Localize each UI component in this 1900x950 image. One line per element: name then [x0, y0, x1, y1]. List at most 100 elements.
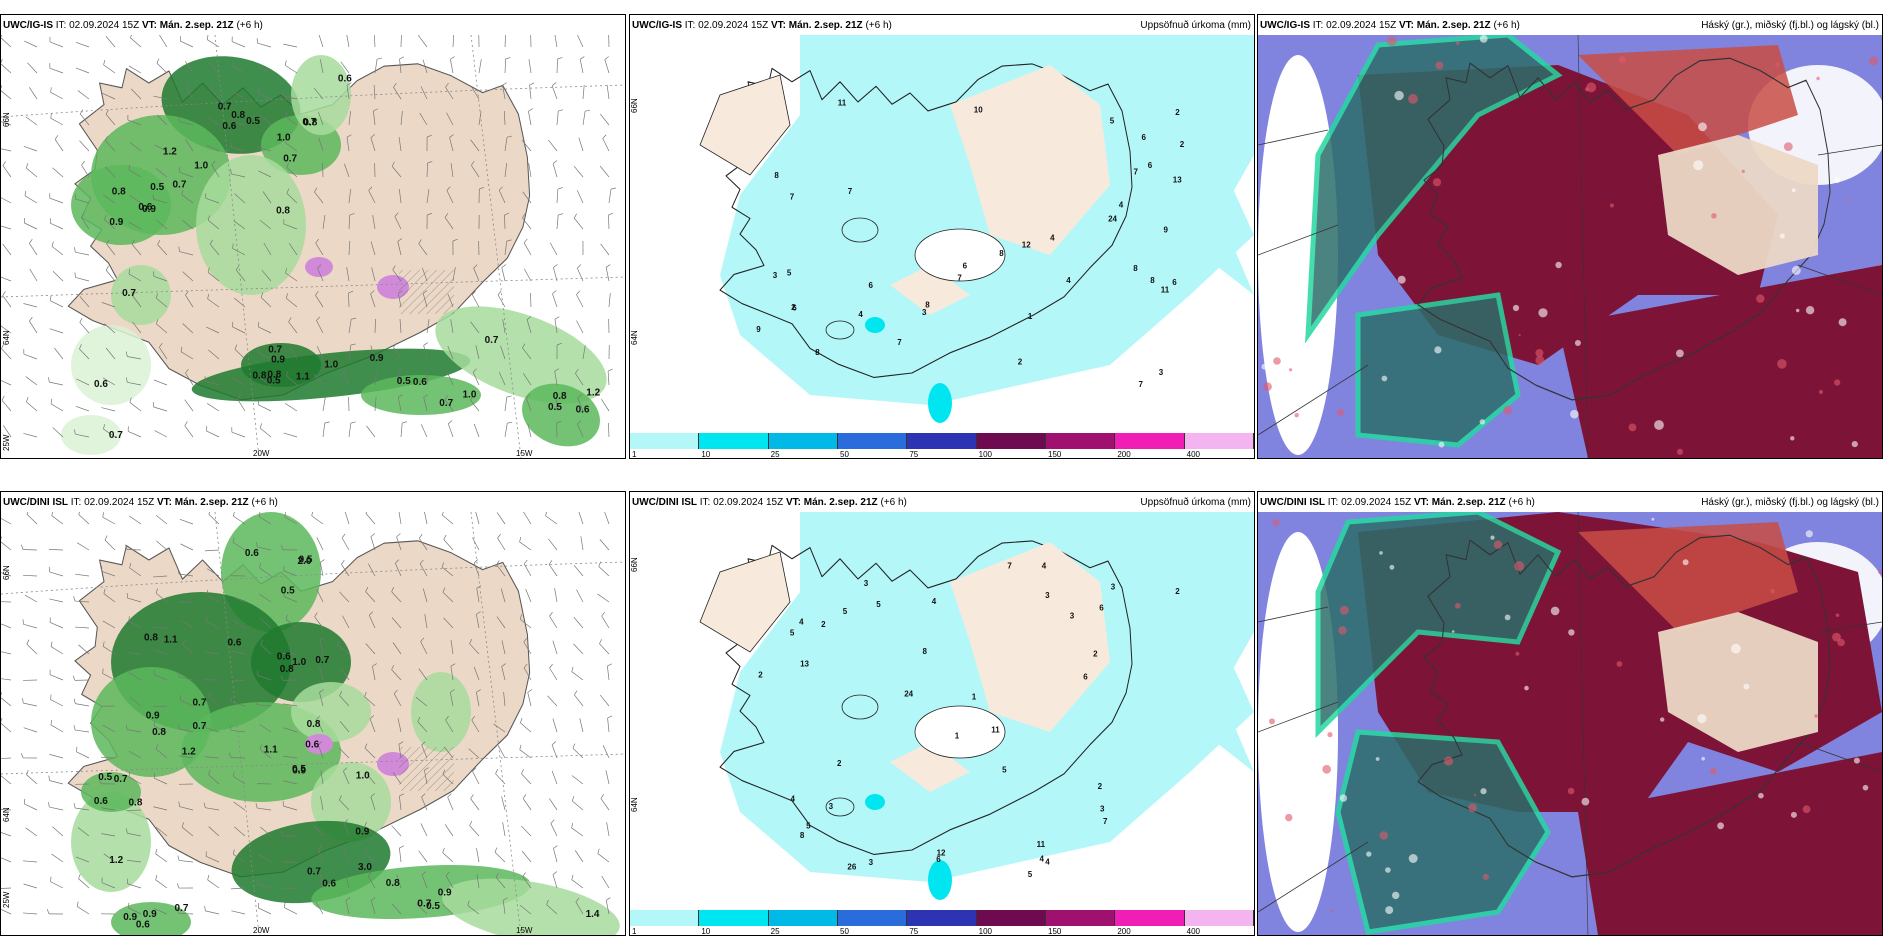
wind-barb: [555, 397, 558, 412]
wind-barb: [420, 641, 428, 655]
wind-barb: [1, 809, 12, 811]
wind-barb-flag: [469, 639, 473, 644]
wind-barb: [348, 292, 350, 308]
wind-barb: [398, 512, 402, 525]
wind-barb: [259, 593, 272, 603]
wind-barb: [155, 748, 168, 759]
wind-barb: [498, 190, 506, 204]
wind-barb-flag: [1, 692, 2, 696]
precip-shade-13: [361, 375, 481, 415]
wind-barb-flag: [472, 767, 477, 772]
wind-barb: [24, 222, 38, 230]
wind-barb: [232, 378, 246, 386]
wind-barb-flag: [549, 611, 553, 617]
wind-barb: [600, 113, 610, 126]
wind-barb-flag: [476, 611, 481, 615]
wind-barb: [153, 379, 168, 386]
wind-barb: [445, 875, 454, 889]
wind-barb: [1, 651, 12, 655]
wind-barb: [339, 799, 350, 811]
wind-barb-flag: [232, 537, 235, 543]
graticule-lon-20: [214, 35, 260, 458]
wind-barb-flag: [255, 803, 258, 809]
wind-barb: [286, 375, 298, 386]
wind-barb: [478, 59, 482, 74]
wind-barb: [519, 541, 532, 551]
wind-barb: [365, 513, 376, 525]
wind-barb: [348, 319, 352, 334]
wind-barb-flag: [230, 168, 232, 174]
cloud-speckle: [1835, 613, 1840, 617]
wind-barb-flag: [545, 512, 547, 516]
wind-barb: [316, 537, 324, 551]
wind-barb: [103, 593, 116, 603]
wind-barb: [182, 323, 194, 334]
wind-barb-flag: [423, 342, 428, 346]
wind-barb: [450, 319, 454, 334]
wind-barb-flag: [372, 663, 377, 667]
panel-dini-clouds: UWC/DINI ISL IT: 02.09.2024 15Z VT: Mán.…: [1257, 491, 1883, 936]
wind-barb: [450, 640, 454, 655]
cloud-speckle: [1339, 605, 1349, 615]
wind-barb: [552, 640, 558, 655]
cloud-speckle: [1482, 873, 1489, 880]
wind-barb: [441, 566, 454, 577]
wind-barb: [316, 320, 324, 334]
lat-label-64n: 64N: [2, 330, 11, 345]
wind-barb: [599, 643, 610, 655]
wind-barb: [554, 371, 558, 386]
lat-label-66n: 66N: [630, 98, 639, 113]
lon-label-20w: 20W: [253, 449, 270, 458]
cloud-speckle: [1473, 793, 1477, 797]
wind-barb: [478, 111, 482, 126]
wind-barb: [417, 721, 428, 733]
wind-barb-flag: [177, 855, 180, 861]
wind-barb: [101, 807, 116, 811]
wind-barb-flag: [73, 803, 76, 809]
wind-barb-flag: [523, 559, 528, 565]
precip-value-label: 0.9: [370, 353, 384, 364]
cloud-speckle: [1834, 379, 1841, 386]
wind-barb: [159, 35, 168, 48]
wind-barb: [372, 215, 376, 230]
wind-barb: [551, 770, 558, 785]
wind-barb: [257, 675, 272, 681]
rain-total-label: 7: [848, 187, 853, 196]
wind-barb: [421, 796, 428, 811]
cloud-speckle: [1389, 564, 1395, 570]
rain-total-label: 24: [1108, 214, 1117, 223]
wind-barb-flag: [73, 698, 76, 704]
precip-shade-3: [251, 622, 351, 702]
wind-barb: [397, 241, 402, 256]
wind-barb: [549, 615, 558, 629]
wind-barb: [496, 616, 506, 629]
wind-barb-flag: [126, 828, 128, 834]
wind-barb: [497, 294, 506, 308]
cloud-speckle: [1570, 409, 1579, 419]
wind-barb: [75, 703, 90, 707]
precip-value-label: 0.5: [548, 402, 562, 413]
wind-barb: [579, 718, 584, 733]
wind-barb: [370, 536, 376, 551]
wind-barb: [103, 64, 116, 74]
rain-total-label: 5: [876, 600, 881, 609]
wind-barb: [471, 86, 480, 100]
wind-barb: [397, 397, 402, 412]
wind-barb: [1, 348, 12, 360]
cloud-speckle: [1269, 718, 1275, 725]
precip-shade-6: [111, 265, 171, 325]
wind-barb: [258, 352, 272, 360]
precip-value-label: 0.6: [338, 73, 352, 84]
wind-barb: [232, 596, 246, 603]
panel-field-title: Háský (gr.), miðský (fj.bl.) og lágský (…: [1701, 497, 1879, 508]
wind-barb-flag: [554, 316, 560, 320]
wind-barb-flag: [51, 512, 54, 516]
wind-barb: [258, 854, 272, 863]
wind-barb: [49, 622, 64, 629]
precip-value-label: 0.9: [123, 912, 137, 923]
wind-barb: [182, 271, 194, 282]
wind-barb: [127, 381, 142, 386]
wind-barb: [449, 692, 454, 707]
wind-barb-flag: [155, 848, 158, 854]
wind-barb-flag: [258, 512, 261, 517]
